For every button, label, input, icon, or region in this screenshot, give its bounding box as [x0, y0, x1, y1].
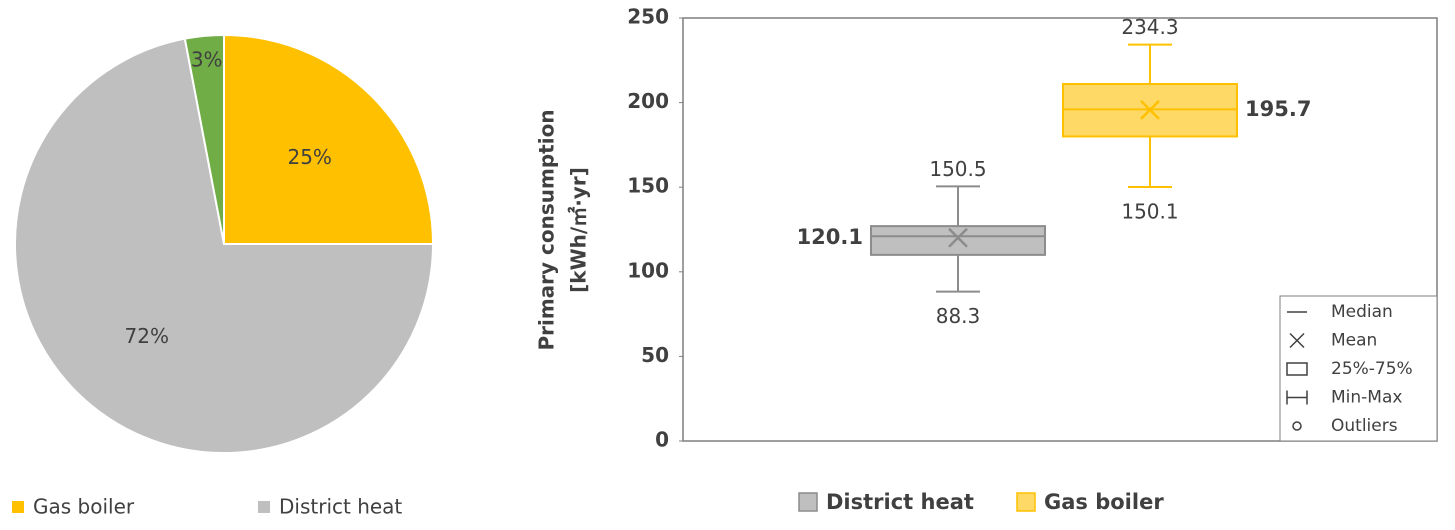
y-tick-label: 100 [627, 258, 669, 282]
box [870, 225, 1046, 256]
legend-label: Gas boiler [1044, 490, 1164, 514]
data-label: 3% [191, 47, 223, 71]
y-tick-label: 250 [627, 5, 669, 29]
legend-label: District heat [826, 490, 974, 514]
key-label: Min-Max [1331, 388, 1402, 408]
plot-frame [682, 17, 1438, 442]
key-symbol [1286, 362, 1308, 376]
pie-slice [14, 37, 435, 454]
data-label: 150.5 [929, 157, 986, 181]
data-label: 25% [287, 145, 331, 169]
key-label: Median [1331, 302, 1393, 322]
pie-slice [223, 33, 435, 245]
legend-swatch [1016, 492, 1036, 512]
legend-label: District heat [279, 495, 402, 519]
legend-swatch [12, 501, 24, 513]
key-symbol [1289, 332, 1305, 349]
y-tick-label: 150 [627, 174, 669, 198]
mean-marker [1140, 99, 1160, 120]
key-frame [1279, 295, 1438, 442]
data-label: 150.1 [1121, 200, 1178, 224]
key-label: 25%-75% [1331, 359, 1413, 379]
legend-swatch [258, 501, 270, 513]
data-label: 234.3 [1121, 15, 1178, 39]
data-label: 88.3 [936, 304, 981, 328]
mean-marker [948, 227, 968, 248]
y-axis-label: [kWh/㎡·yr] [567, 167, 591, 293]
data-label: 72% [125, 324, 169, 348]
y-tick-label: 200 [627, 89, 669, 113]
data-label: 120.1 [797, 225, 863, 249]
legend-swatch [798, 492, 818, 512]
pie-slice [183, 33, 225, 245]
key-label: Outliers [1331, 416, 1398, 436]
y-tick-label: 50 [641, 343, 669, 367]
y-tick-label: 0 [655, 428, 669, 452]
key-symbol [1292, 421, 1302, 431]
data-label: 195.7 [1245, 97, 1311, 121]
y-axis-label: Primary consumption [535, 109, 559, 350]
key-label: Mean [1331, 331, 1377, 351]
legend-label: Gas boiler [33, 495, 135, 519]
key-symbol [1286, 390, 1308, 405]
